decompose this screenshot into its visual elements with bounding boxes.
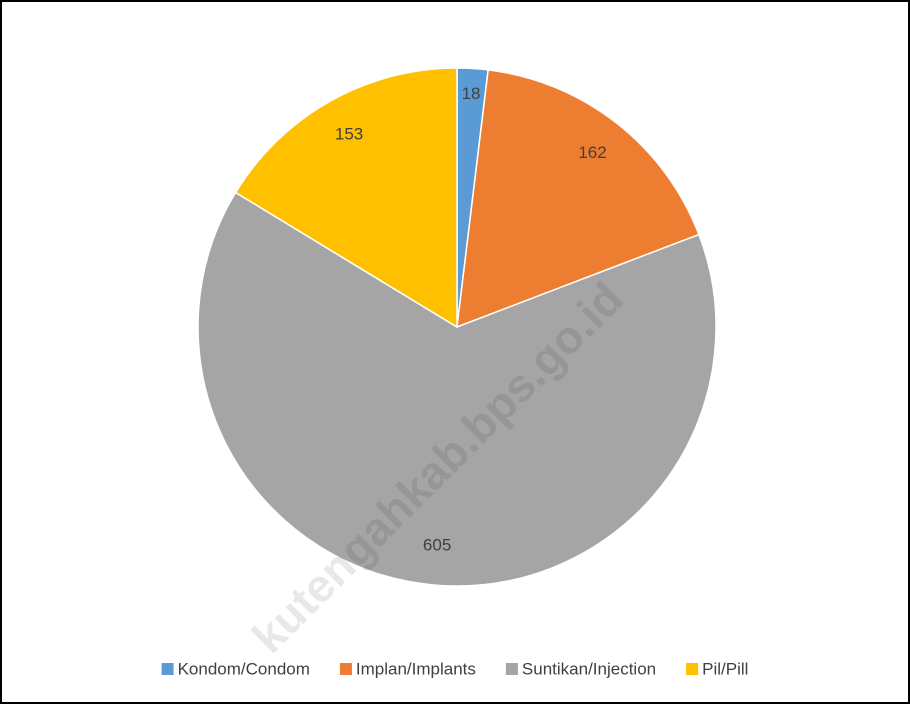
legend-swatch xyxy=(161,663,174,675)
legend-swatch xyxy=(686,663,699,675)
pie-slice xyxy=(456,69,700,329)
legend-item: Implan/Implants xyxy=(339,659,476,678)
legend-item: Kondom/Condom xyxy=(161,659,310,678)
data-label: 18 xyxy=(462,84,481,103)
legend-label: Suntikan/Injection xyxy=(522,659,656,678)
data-label: 605 xyxy=(423,536,451,555)
legend-label: Implan/Implants xyxy=(356,659,476,678)
data-label: 153 xyxy=(335,125,363,144)
legend-label: Pil/Pill xyxy=(702,659,748,678)
data-label: 162 xyxy=(578,143,606,162)
pie-slice xyxy=(234,67,458,329)
pie-slice xyxy=(197,191,717,587)
legend-item: Suntikan/Injection xyxy=(505,659,656,678)
legend-swatch xyxy=(505,663,518,675)
legend-item: Pil/Pill xyxy=(686,659,748,678)
legend-swatch xyxy=(339,663,352,675)
legend-label: Kondom/Condom xyxy=(178,659,310,678)
